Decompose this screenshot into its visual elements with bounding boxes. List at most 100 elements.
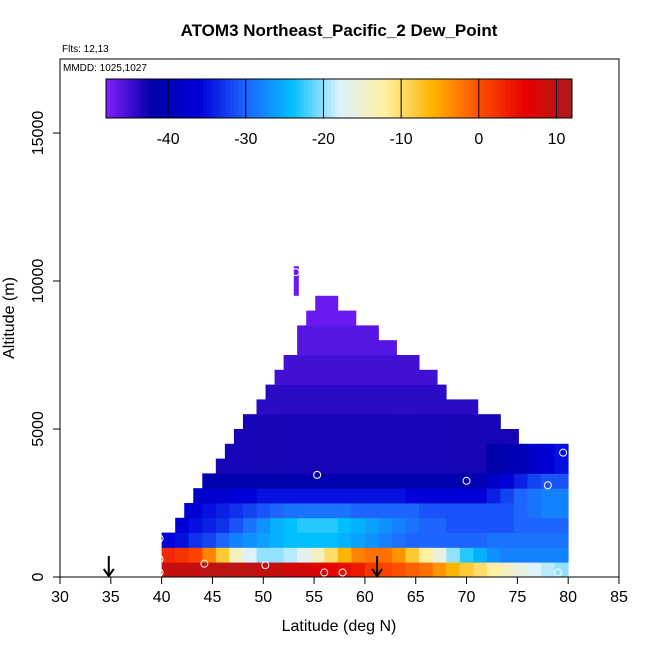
heatmap-cell <box>473 517 479 533</box>
heatmap-cell <box>464 562 470 578</box>
heatmap-cell <box>523 532 528 548</box>
heatmap-cell <box>324 517 330 533</box>
heatmap-cell <box>310 414 316 445</box>
heatmap-cell <box>301 532 307 548</box>
colorbar-segment <box>416 79 422 118</box>
heatmap-cell <box>324 532 330 548</box>
heatmap-cell <box>310 547 316 563</box>
heatmap-cell <box>202 488 208 504</box>
x-tick-label: 60 <box>356 589 374 606</box>
heatmap-cell <box>382 473 388 489</box>
heatmap-cell <box>360 325 366 356</box>
colorbar-segment <box>432 79 437 118</box>
heatmap-cell <box>215 488 221 504</box>
heatmap-cell <box>310 310 316 326</box>
heatmap-cell <box>369 488 375 504</box>
heatmap-cell <box>256 517 262 533</box>
colorbar-segment <box>540 79 546 118</box>
heatmap-cell <box>346 562 352 578</box>
heatmap-cell <box>346 443 352 474</box>
heatmap-cell <box>401 384 406 415</box>
heatmap-cell <box>423 443 429 474</box>
colorbar-tick-label: -10 <box>390 131 413 148</box>
colorbar-segment <box>463 79 468 118</box>
heatmap-cell <box>550 488 556 504</box>
colorbar-segment <box>474 79 480 118</box>
heatmap-cell <box>346 517 352 533</box>
heatmap-cell <box>482 443 488 474</box>
heatmap-cell <box>477 532 483 548</box>
colorbar-segment <box>533 79 538 118</box>
heatmap-cell <box>473 443 479 474</box>
heatmap-cell <box>414 488 420 504</box>
colorbar-segment <box>195 79 200 118</box>
heatmap-cell <box>233 429 239 445</box>
heatmap-cell <box>351 488 357 504</box>
heatmap-cell <box>293 266 299 296</box>
heatmap-cell <box>270 384 275 415</box>
heatmap-cell <box>437 532 443 548</box>
colorbar-segment <box>137 79 142 118</box>
heatmap-cell <box>175 547 181 563</box>
colorbar-segment <box>350 79 356 118</box>
colorbar-segment <box>304 79 309 118</box>
heatmap-cell <box>432 532 438 548</box>
heatmap-cell <box>545 532 551 548</box>
colorbar-segment <box>222 79 227 118</box>
colorbar-segment <box>272 79 278 118</box>
heatmap-cell <box>328 488 334 504</box>
heatmap-cell <box>459 547 465 563</box>
heatmap-cell <box>274 532 280 548</box>
plot-frame <box>59 58 620 578</box>
heatmap-cell <box>292 547 298 563</box>
heatmap-cell <box>337 443 343 474</box>
heatmap-cell <box>550 547 556 563</box>
heatmap-cell <box>333 355 339 385</box>
heatmap-cell <box>315 443 321 474</box>
heatmap-cell <box>509 473 515 489</box>
heatmap-cell <box>279 473 284 489</box>
x-tick-label: 40 <box>153 589 171 606</box>
heatmap-cell <box>292 532 298 548</box>
colorbar-segment <box>517 79 523 118</box>
heatmap-cell <box>283 532 289 548</box>
heatmap-cell <box>473 503 479 519</box>
heatmap-cell <box>541 547 546 563</box>
heatmap-cell <box>387 340 393 356</box>
heatmap-cell <box>486 562 492 578</box>
colorbar-segment <box>307 79 313 118</box>
colorbar-segment <box>191 79 196 118</box>
heatmap-cell <box>288 517 294 533</box>
heatmap-cell <box>184 547 190 563</box>
x-axis-label: Latitude (deg N) <box>282 618 397 635</box>
heatmap-cell <box>369 443 375 474</box>
heatmap-cell <box>283 488 289 504</box>
heatmap-cell <box>229 473 235 489</box>
heatmap-cell <box>220 488 226 504</box>
heatmap-cell <box>396 473 402 489</box>
heatmap-cell <box>419 562 425 578</box>
heatmap-cell <box>477 547 483 563</box>
x-tick-label: 35 <box>102 589 120 606</box>
observation-point <box>261 561 270 570</box>
heatmap-cell <box>175 532 181 548</box>
heatmap-cell <box>292 503 298 519</box>
heatmap-cell <box>423 532 429 548</box>
heatmap-cell <box>504 443 510 474</box>
heatmap-cell <box>292 414 298 445</box>
heatmap-cell <box>563 517 569 533</box>
colorbar-segment <box>342 79 348 118</box>
heatmap-cell <box>310 384 316 415</box>
heatmap-cell <box>446 488 452 504</box>
heatmap-cell <box>541 532 546 548</box>
colorbar-segment <box>521 79 526 118</box>
heatmap-cell <box>310 473 316 489</box>
heatmap-cell <box>211 562 217 578</box>
colorbar-segment <box>420 79 425 118</box>
colorbar-segment <box>300 79 305 118</box>
colorbar-segment <box>311 79 317 118</box>
heatmap-cell <box>206 488 212 504</box>
heatmap-cell <box>392 414 397 445</box>
colorbar-segment <box>269 79 274 118</box>
heatmap-cell <box>342 517 348 533</box>
